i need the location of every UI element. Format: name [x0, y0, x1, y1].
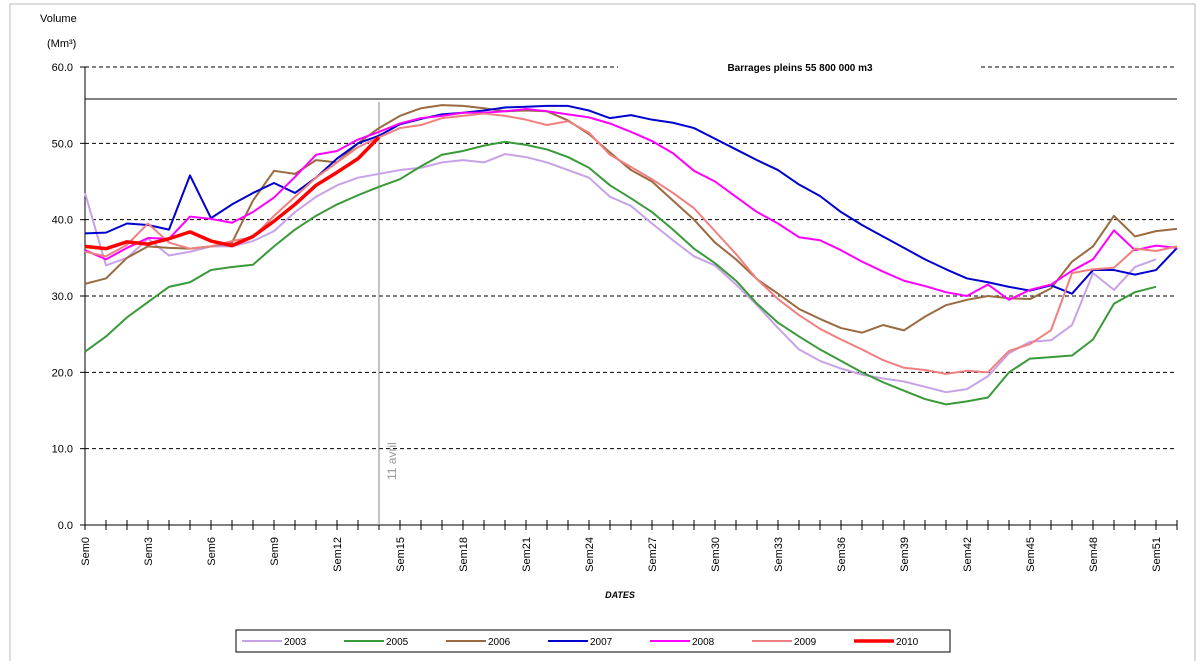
- legend-label: 2010: [896, 637, 919, 648]
- legend-label: 2006: [488, 637, 511, 648]
- series-line: [84, 104, 1178, 334]
- series-line: [84, 136, 381, 251]
- y-axis-label: Volume: [40, 13, 77, 25]
- legend-label: 2008: [692, 637, 715, 648]
- x-tick-label: Sem21: [521, 537, 533, 572]
- x-tick-label: Sem51: [1151, 537, 1163, 572]
- series-line: [84, 112, 1178, 375]
- x-tick-label: Sem27: [647, 537, 659, 572]
- legend-box: [235, 629, 951, 653]
- y-tick-label: 10.0: [52, 444, 73, 456]
- series-line: [84, 153, 1157, 394]
- series-line: [84, 104, 1178, 295]
- y-tick-label: 60.0: [52, 62, 73, 74]
- x-tick-label: Sem45: [1025, 537, 1037, 572]
- x-tick-label: Sem3: [143, 537, 155, 566]
- y-tick-label: 30.0: [52, 291, 73, 303]
- label-bg: [618, 59, 980, 75]
- x-tick-label: Sem9: [269, 537, 281, 566]
- reference-label: Barrages pleins 55 800 000 m3: [727, 63, 873, 74]
- legend-label: 2003: [284, 637, 307, 648]
- x-tick-label: Sem36: [836, 537, 848, 572]
- series-line: [84, 107, 1178, 301]
- y-tick-label: 50.0: [52, 138, 73, 150]
- x-tick-label: Sem0: [80, 537, 92, 566]
- x-tick-label: Sem12: [332, 537, 344, 572]
- x-tick-label: Sem18: [458, 537, 470, 572]
- x-tick-label: Sem24: [584, 537, 596, 572]
- legend-label: 2007: [590, 637, 613, 648]
- y-tick-label: 0.0: [58, 520, 73, 532]
- x-tick-label: Sem6: [206, 537, 218, 566]
- x-tick-label: Sem48: [1088, 537, 1100, 572]
- marker-label: 11 avril: [385, 442, 399, 480]
- x-tick-label: Sem39: [899, 537, 911, 572]
- x-tick-label: Sem33: [773, 537, 785, 572]
- legend-label: 2005: [386, 637, 409, 648]
- x-tick-label: Sem42: [962, 537, 974, 572]
- series-line: [84, 140, 1157, 406]
- x-axis-label: DATES: [605, 590, 635, 600]
- x-tick-label: Sem15: [395, 537, 407, 572]
- y-axis-unit: (Mm³): [47, 38, 76, 50]
- frame: [9, 3, 1196, 661]
- legend-label: 2009: [794, 637, 817, 648]
- y-tick-label: 20.0: [52, 367, 73, 379]
- y-tick-label: 40.0: [52, 215, 73, 227]
- x-tick-label: Sem30: [710, 537, 722, 572]
